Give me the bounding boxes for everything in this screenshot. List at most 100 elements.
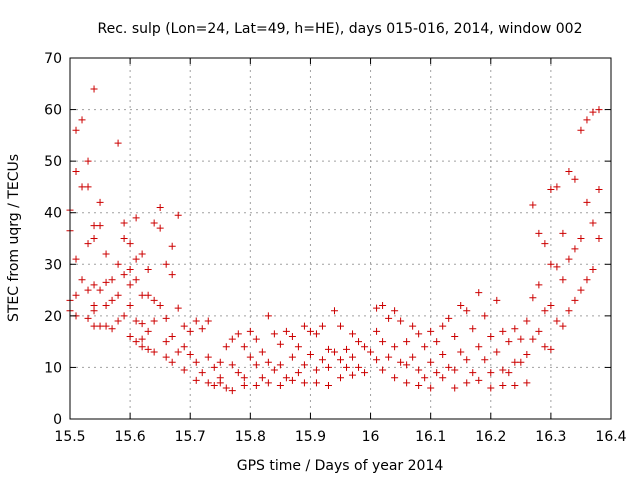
data-point	[421, 343, 429, 351]
data-point	[108, 325, 116, 333]
data-point	[180, 366, 188, 374]
data-point	[306, 327, 314, 335]
data-point	[571, 296, 579, 304]
y-tick-label: 70	[44, 51, 62, 67]
data-point	[174, 348, 182, 356]
data-point	[78, 116, 86, 124]
data-point	[282, 327, 290, 335]
data-point	[391, 374, 399, 382]
data-point	[102, 250, 110, 258]
data-point	[553, 317, 561, 325]
data-point	[288, 332, 296, 340]
data-point	[156, 302, 164, 310]
data-point	[174, 304, 182, 312]
data-point	[577, 286, 585, 294]
data-point	[421, 374, 429, 382]
data-point	[487, 332, 495, 340]
data-point	[469, 325, 477, 333]
data-point	[186, 351, 194, 359]
y-tick-label: 30	[44, 257, 62, 273]
x-tick-label: 15.9	[295, 429, 326, 445]
y-tick-label: 50	[44, 154, 62, 170]
data-point	[156, 204, 164, 212]
data-point	[180, 343, 188, 351]
data-point	[168, 271, 176, 279]
data-point	[162, 314, 170, 322]
data-point	[210, 381, 218, 389]
x-axis-label: GPS time / Days of year 2014	[237, 458, 444, 474]
data-point	[228, 387, 236, 395]
data-point	[252, 381, 260, 389]
data-point	[96, 322, 104, 330]
data-point	[240, 374, 248, 382]
data-point	[361, 343, 369, 351]
data-point	[90, 85, 98, 93]
data-point	[294, 369, 302, 377]
data-point	[523, 351, 531, 359]
data-point	[511, 325, 519, 333]
data-point	[559, 229, 567, 237]
axes	[69, 57, 612, 420]
data-point	[433, 369, 441, 377]
data-point	[84, 157, 92, 165]
data-point	[577, 126, 585, 134]
data-point	[361, 369, 369, 377]
data-point	[337, 374, 344, 382]
data-point	[108, 296, 116, 304]
data-point	[174, 211, 182, 219]
data-point	[144, 345, 152, 353]
data-point	[475, 289, 483, 297]
data-point	[114, 260, 122, 268]
data-point	[535, 281, 543, 289]
data-point	[523, 379, 531, 387]
data-point	[595, 186, 603, 194]
data-point	[120, 312, 128, 320]
data-point	[192, 358, 200, 366]
data-point	[415, 381, 423, 389]
data-point	[312, 330, 320, 338]
data-point	[324, 381, 332, 389]
data-point	[282, 374, 290, 382]
x-tick-label: 15.7	[175, 429, 206, 445]
data-point	[439, 351, 447, 359]
data-point	[144, 291, 152, 299]
data-point	[192, 317, 200, 325]
data-point	[373, 304, 381, 312]
data-point	[541, 240, 549, 248]
data-point	[505, 338, 513, 346]
data-point	[427, 358, 435, 366]
data-point	[162, 338, 170, 346]
data-point	[565, 307, 573, 315]
data-point	[228, 335, 236, 343]
data-point	[451, 332, 459, 340]
data-point	[583, 276, 591, 284]
data-point	[108, 276, 116, 284]
x-tick-label: 15.8	[235, 429, 266, 445]
data-point	[379, 338, 387, 346]
data-point	[276, 361, 284, 369]
data-point	[415, 330, 423, 338]
data-point	[216, 379, 224, 387]
data-point	[132, 214, 140, 222]
data-point	[559, 322, 567, 330]
data-point	[391, 307, 399, 315]
data-point	[144, 265, 152, 273]
data-point	[150, 348, 158, 356]
data-point	[258, 348, 266, 356]
data-point	[228, 361, 236, 369]
y-tick-label: 60	[44, 103, 62, 119]
data-point	[90, 235, 98, 242]
data-point	[132, 255, 140, 263]
data-point	[276, 340, 284, 348]
data-point	[210, 363, 218, 371]
data-point	[300, 361, 308, 369]
data-points	[66, 85, 603, 395]
data-point	[583, 116, 591, 124]
data-point	[300, 322, 308, 330]
data-point	[517, 335, 525, 343]
data-point	[535, 229, 543, 237]
data-point	[138, 335, 146, 343]
data-point	[96, 222, 104, 230]
data-point	[481, 356, 489, 364]
data-point	[463, 307, 471, 315]
